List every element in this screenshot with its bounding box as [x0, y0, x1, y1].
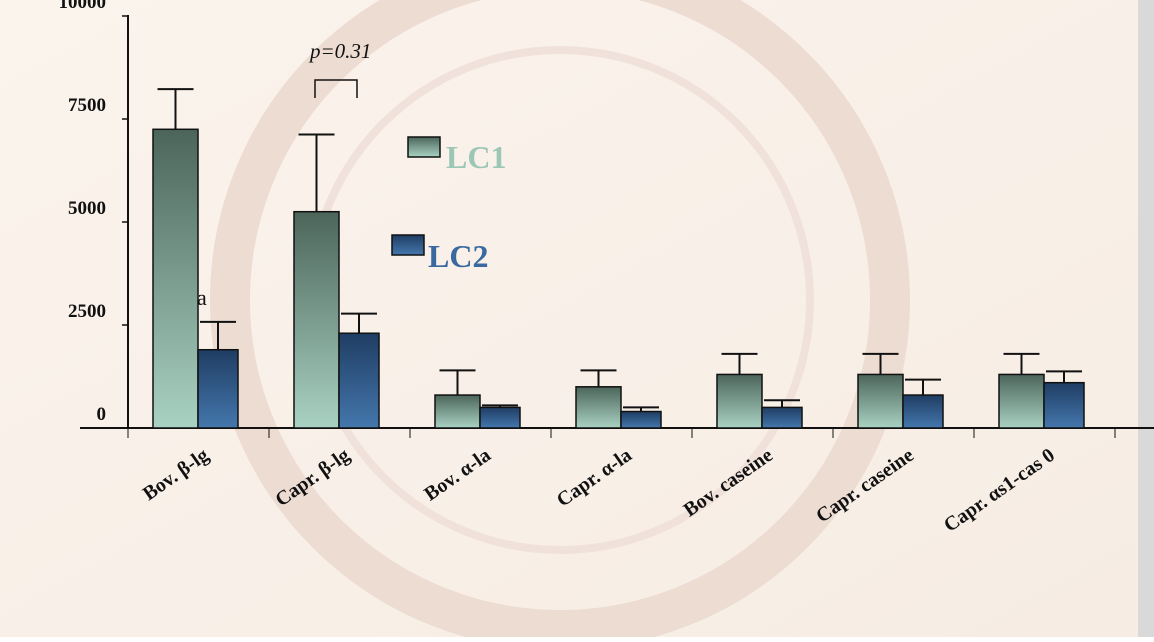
y-tick-label: 10000 [59, 0, 107, 13]
bar [152, 128, 199, 429]
side-strip [1138, 0, 1154, 637]
bar [575, 386, 622, 429]
legend-swatch [407, 136, 441, 158]
y-tick-label: 7500 [68, 95, 106, 116]
bar [761, 406, 803, 429]
watermark [210, 0, 910, 642]
bar [716, 373, 763, 429]
y-tick-label: 5000 [68, 198, 106, 219]
bar [1043, 381, 1085, 429]
bar [902, 394, 944, 429]
bar [857, 373, 904, 429]
bar [293, 210, 340, 429]
annotation: p=0.31 [308, 39, 371, 63]
legend-label: LC1 [446, 139, 506, 175]
bar [197, 348, 239, 429]
y-tick-label: 0 [97, 404, 107, 425]
legend-swatch [391, 234, 425, 256]
bracket [314, 79, 358, 98]
bar [998, 373, 1045, 429]
bar [434, 394, 481, 429]
y-tick-label: 2500 [68, 301, 106, 322]
annotation: a [197, 285, 207, 310]
bar [479, 406, 521, 429]
bar [338, 332, 380, 429]
bar [620, 410, 662, 429]
legend-label: LC2 [428, 238, 488, 274]
